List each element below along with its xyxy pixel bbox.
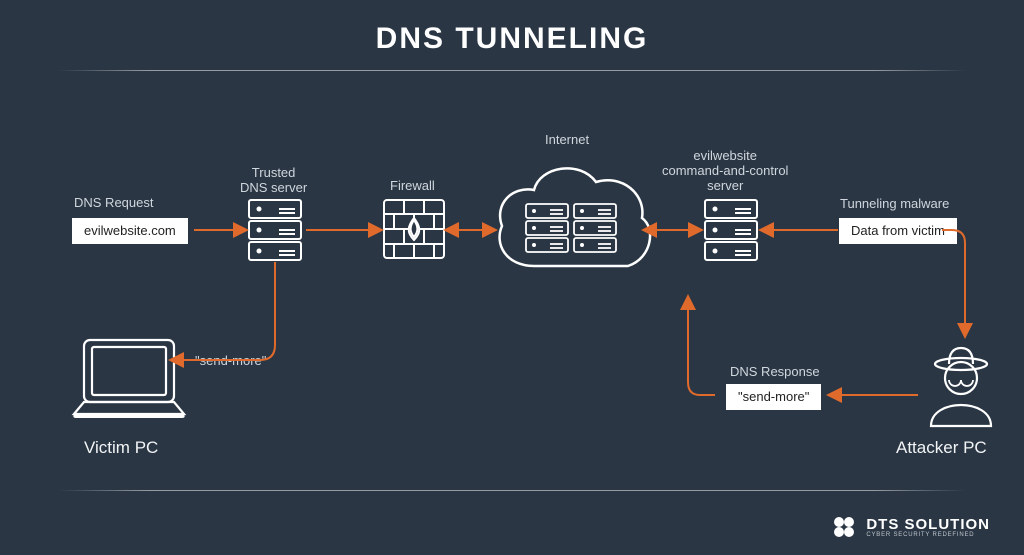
box-send-more-right: "send-more" (726, 384, 821, 410)
label-tunneling: Tunneling malware (840, 196, 949, 211)
label-firewall: Firewall (390, 178, 435, 193)
diagram-canvas: DNS Request Trusted DNS server Firewall … (0, 0, 1024, 555)
laptop-icon (73, 340, 184, 418)
firewall-icon (384, 200, 444, 258)
server-icon-c2 (705, 200, 757, 260)
label-attacker-pc: Attacker PC (896, 438, 987, 458)
label-dns-response: DNS Response (730, 364, 820, 379)
brand-name: DTS SOLUTION (866, 517, 990, 532)
label-victim-pc: Victim PC (84, 438, 158, 458)
internet-cloud-icon (500, 168, 650, 266)
server-icon-trusted (249, 200, 301, 260)
brand-tagline: CYBER SECURITY REDEFINED (866, 532, 990, 538)
attacker-icon (931, 348, 991, 426)
label-trusted-dns: Trusted DNS server (240, 165, 307, 195)
label-dns-request: DNS Request (74, 195, 153, 210)
diagram-svg (0, 0, 1024, 555)
brand-logo: DTS SOLUTION CYBER SECURITY REDEFINED (830, 513, 990, 541)
box-data-from-victim: Data from victim (839, 218, 957, 244)
logo-icon (830, 513, 858, 541)
label-internet: Internet (545, 132, 589, 147)
box-evilwebsite: evilwebsite.com (72, 218, 188, 244)
label-send-more-left: "send-more" (195, 353, 266, 368)
label-c2: evilwebsite command-and-control server (662, 148, 788, 193)
